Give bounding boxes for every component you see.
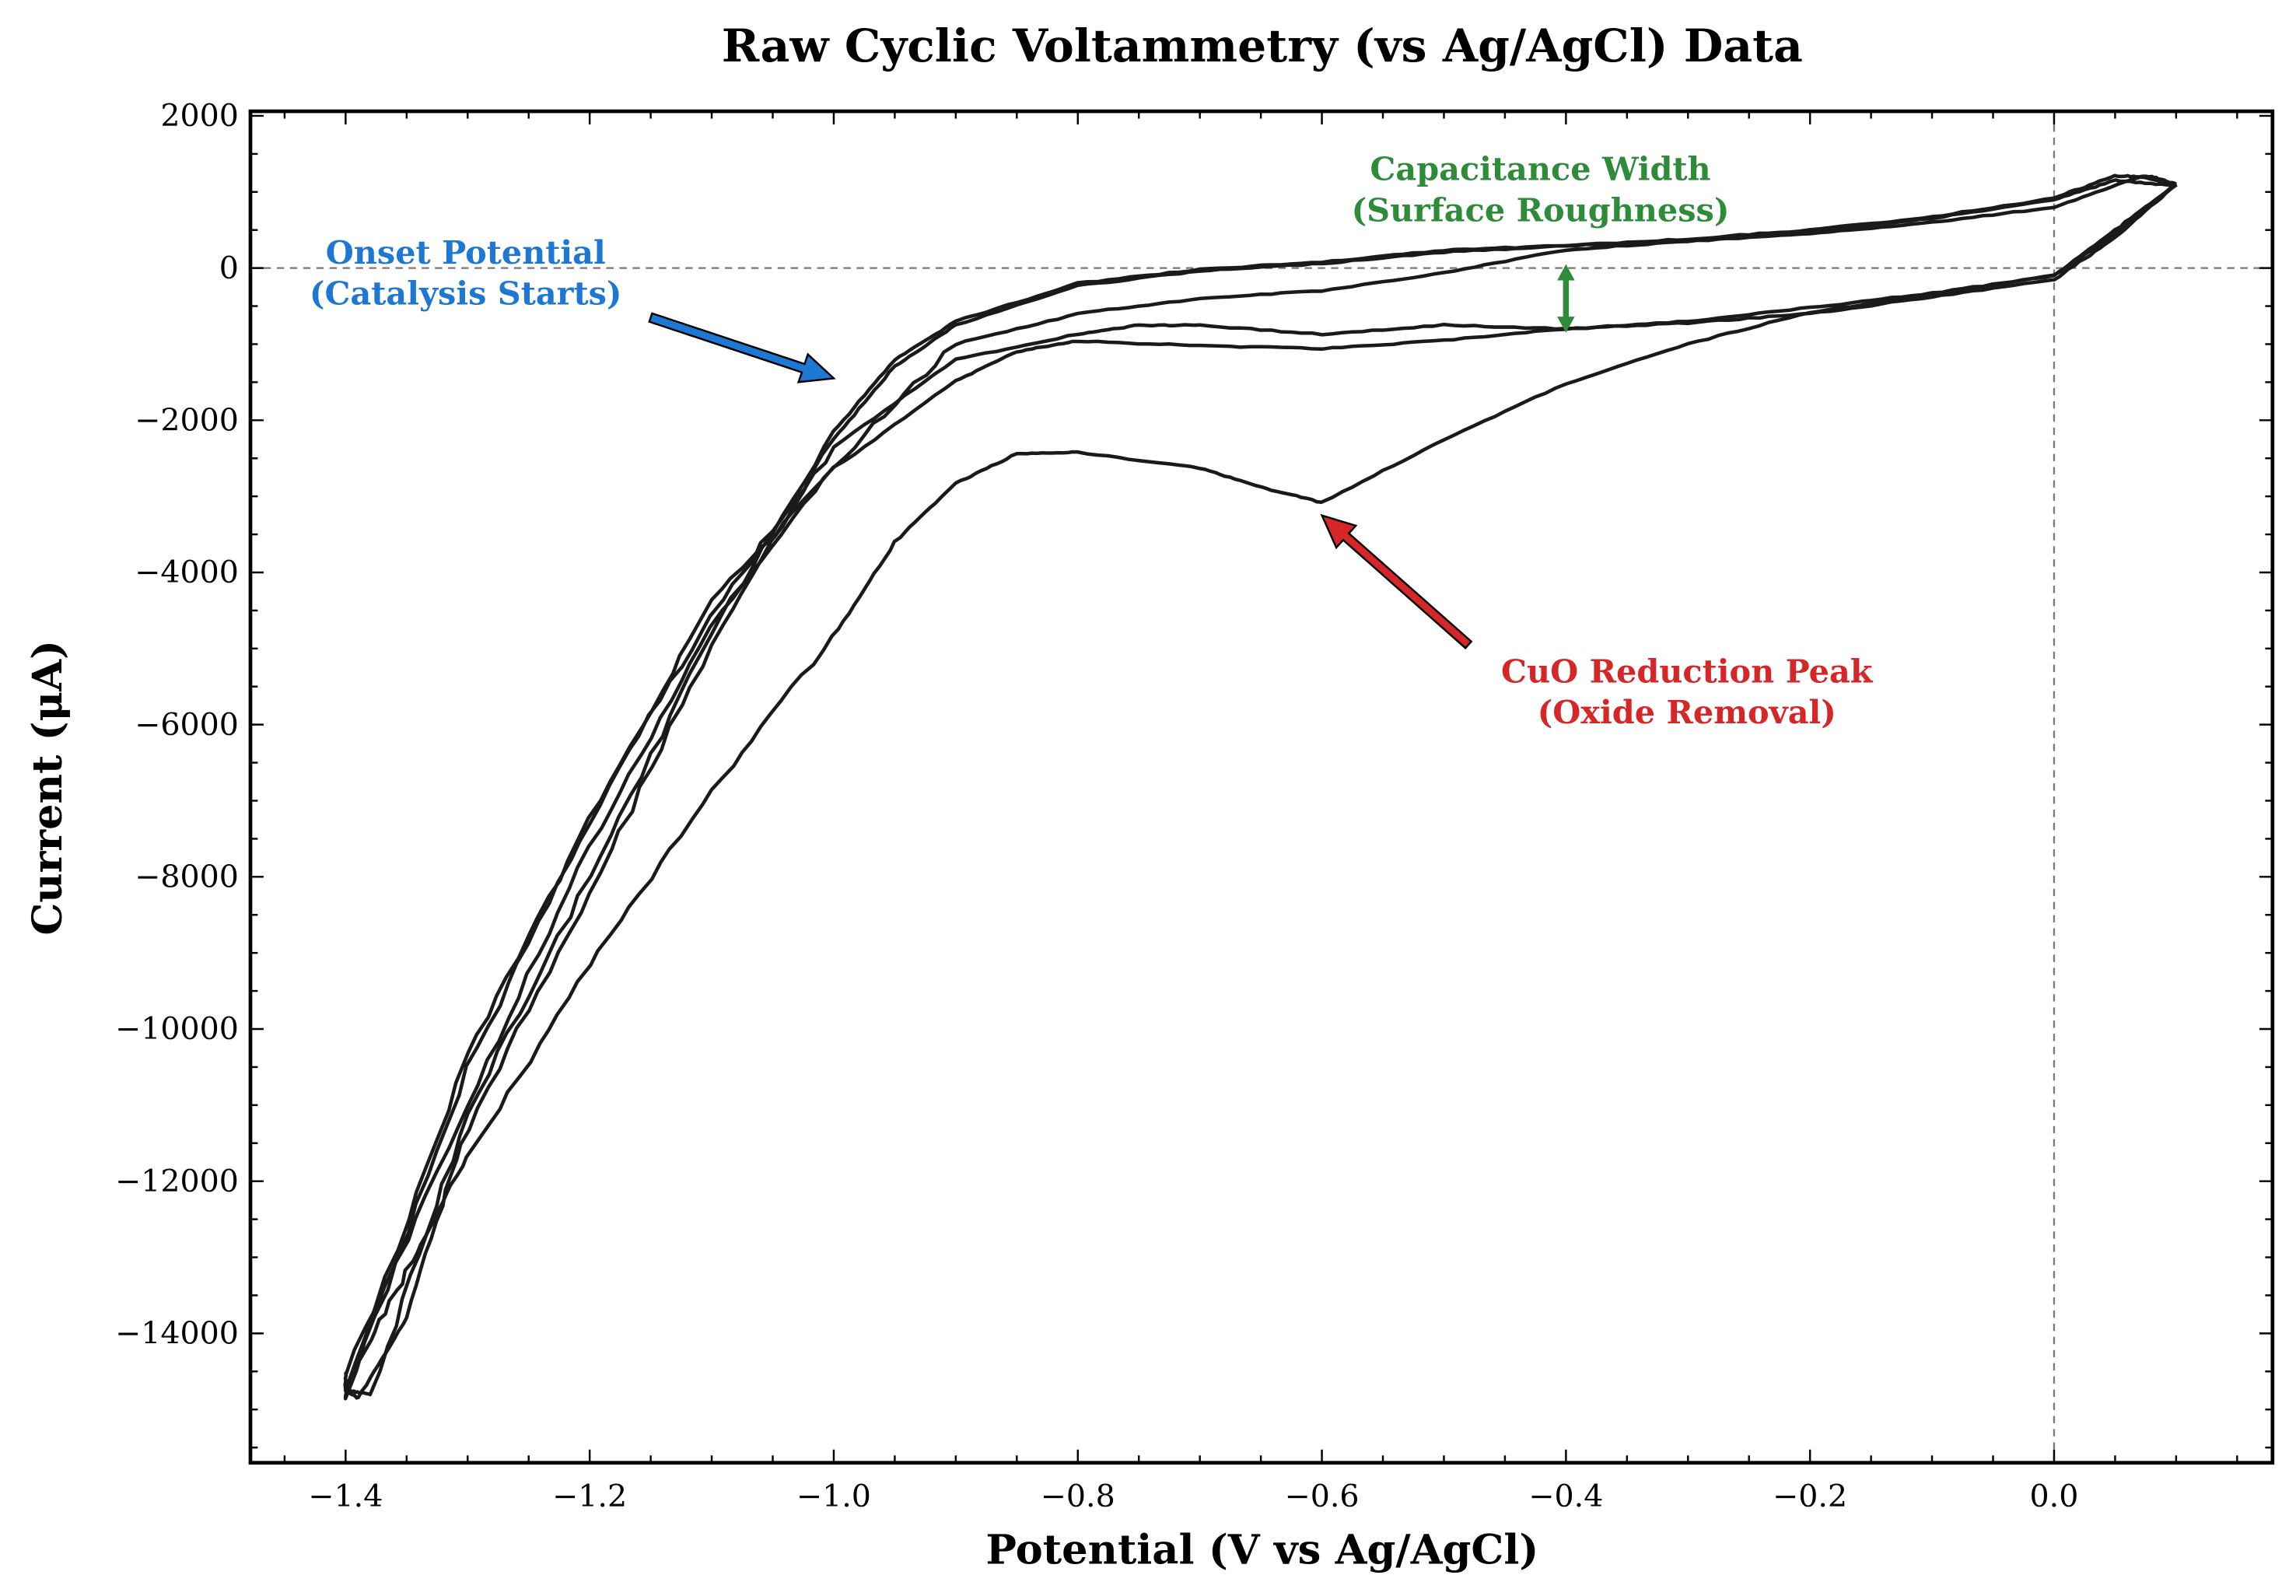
chart-title: Raw Cyclic Voltammetry (vs Ag/AgCl) Data [722, 19, 1803, 72]
x-tick-label: −1.4 [308, 1479, 383, 1514]
y-tick-label: −10000 [115, 1011, 239, 1047]
cuo-reduction-peak-label: CuO Reduction Peak [1501, 652, 1874, 690]
capacitance-width-label: Capacitance Width [1370, 150, 1710, 188]
cuo-reduction-peak-arrow [1320, 513, 1473, 649]
cv-cycle-1 [344, 173, 2178, 1400]
y-axis-label: Current (μA) [24, 640, 72, 936]
y-tick-label: −12000 [115, 1164, 239, 1199]
x-tick-label: −0.6 [1285, 1479, 1360, 1514]
capacitance-width-label: (Surface Roughness) [1352, 191, 1730, 229]
y-tick-label: 0 [219, 250, 239, 286]
x-tick-label: −0.2 [1773, 1479, 1847, 1514]
x-tick-label: 0.0 [2030, 1479, 2079, 1514]
y-tick-label: −2000 [135, 402, 239, 438]
x-tick-label: −1.2 [552, 1479, 627, 1514]
x-tick-label: −0.8 [1041, 1479, 1115, 1514]
y-tick-label: −6000 [135, 707, 239, 743]
onset-potential-label: (Catalysis Starts) [310, 275, 622, 313]
cv-cycle-2 [343, 178, 2178, 1397]
x-tick-label: −1.0 [796, 1479, 871, 1514]
y-tick-label: 2000 [160, 98, 239, 134]
y-tick-label: −14000 [115, 1316, 239, 1352]
onset-potential-label: Onset Potential [326, 233, 606, 271]
y-tick-label: −8000 [135, 859, 239, 895]
y-tick-label: −4000 [135, 555, 239, 590]
x-axis-label: Potential (V vs Ag/AgCl) [985, 1527, 1538, 1574]
onset-potential-arrow [648, 312, 836, 383]
capacitance-width-arrowhead-up [1557, 264, 1575, 281]
x-tick-label: −0.4 [1528, 1479, 1603, 1514]
cuo-reduction-peak-label: (Oxide Removal) [1538, 693, 1836, 731]
plot-frame [248, 109, 2275, 1465]
cv-cycle-3 [343, 175, 2178, 1401]
capacitance-width-arrowhead-down [1557, 317, 1575, 333]
